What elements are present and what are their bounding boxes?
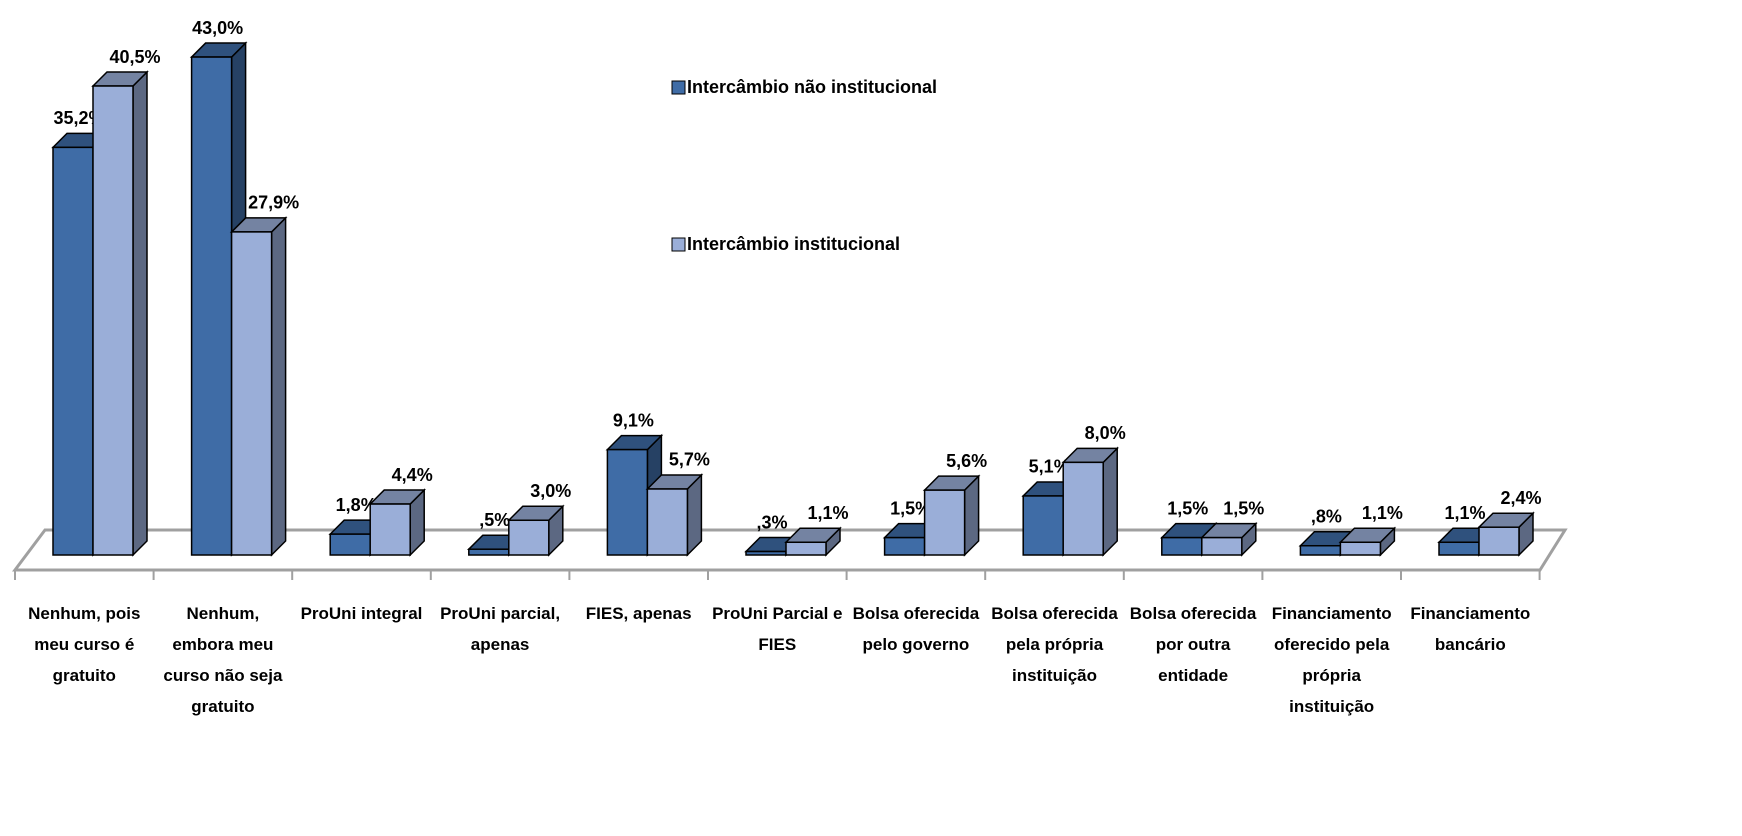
value-label: 1,1% <box>1362 503 1403 523</box>
x-tick-label: Bolsa oferecida pela própria instituição <box>991 604 1118 685</box>
x-tick-label: ProUni integral <box>300 604 423 623</box>
bar <box>784 526 842 557</box>
bar-face <box>190 56 233 556</box>
bar-face <box>1102 446 1118 557</box>
value-label: 1,5% <box>1223 498 1264 518</box>
bar-face <box>1062 461 1104 556</box>
value-label: 27,9% <box>248 193 299 213</box>
legend-label: Intercâmbio não institucional <box>687 77 937 97</box>
bar-face <box>329 533 371 556</box>
bar-face <box>230 231 273 556</box>
value-label: 1,1% <box>1444 503 1485 523</box>
value-label: 1,8% <box>336 495 377 515</box>
bar-face <box>883 536 926 556</box>
value-label: 40,5% <box>109 47 160 67</box>
bar <box>1477 511 1535 557</box>
value-label: ,5% <box>479 510 510 530</box>
bar <box>1199 521 1258 557</box>
bar-face <box>468 548 510 556</box>
bar-face <box>1478 526 1520 556</box>
bar-face <box>1161 536 1203 556</box>
value-label: 43,0% <box>192 18 243 38</box>
legend-marker <box>671 80 686 95</box>
x-tick-label: Nenhum, embora meu curso não seja gratui… <box>163 604 283 716</box>
bar-face <box>785 541 827 556</box>
bar <box>229 216 288 557</box>
value-label: 35,2% <box>53 108 104 128</box>
x-tick-label: Financiamento oferecido pela própria ins… <box>1271 604 1392 716</box>
bar-face <box>1438 541 1480 556</box>
value-label: 1,1% <box>807 503 848 523</box>
value-label: 9,1% <box>613 410 654 430</box>
bar-face <box>646 488 689 556</box>
bar-face <box>1022 495 1064 556</box>
bar <box>368 488 427 557</box>
bar-face <box>270 216 287 557</box>
x-tick-label: ProUni Parcial e FIES <box>712 604 843 654</box>
bar <box>1061 446 1120 557</box>
value-label: 5,7% <box>669 450 710 470</box>
x-tick-label: Financiamento bancário <box>1410 604 1531 654</box>
bar-face <box>606 448 649 556</box>
x-tick-label: Nenhum, pois meu curso é gratuito <box>28 604 141 685</box>
value-label: 4,4% <box>392 465 433 485</box>
bar <box>1338 526 1397 557</box>
bar-face <box>508 519 550 556</box>
bar-face <box>92 85 134 556</box>
value-label: 8,0% <box>1085 423 1126 443</box>
bar <box>506 504 565 557</box>
bar-face <box>52 146 94 556</box>
x-tick-label: Bolsa oferecida pelo governo <box>852 604 980 654</box>
value-label: 3,0% <box>530 481 571 501</box>
bar <box>645 473 704 557</box>
x-tick-label: Bolsa oferecida por outra entidade <box>1129 604 1257 685</box>
value-label: 2,4% <box>1500 488 1541 508</box>
value-label: 1,5% <box>890 498 931 518</box>
bar <box>91 70 149 557</box>
legend-marker <box>671 237 686 252</box>
bar-face <box>1339 541 1382 556</box>
value-label: 1,5% <box>1167 498 1208 518</box>
bar-face <box>132 70 148 557</box>
bar-face <box>369 503 411 556</box>
bar-face <box>923 489 966 556</box>
bar-face <box>1299 544 1342 556</box>
value-label: 5,1% <box>1029 457 1070 477</box>
value-label: ,3% <box>756 512 787 532</box>
bar <box>922 474 981 557</box>
legend-label: Intercâmbio institucional <box>687 234 900 254</box>
x-tick-label: FIES, apenas <box>585 604 692 623</box>
bar-face <box>1201 536 1243 556</box>
x-tick-label: ProUni parcial, apenas <box>440 604 561 654</box>
value-label: 5,6% <box>946 451 987 471</box>
bar-face <box>745 550 787 556</box>
value-label: ,8% <box>1311 506 1342 526</box>
